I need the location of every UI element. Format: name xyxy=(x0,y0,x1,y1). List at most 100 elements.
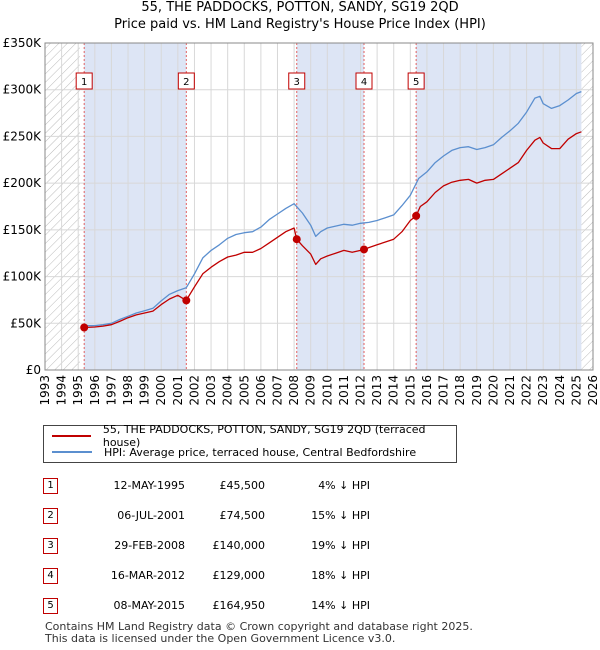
sale-label-box xyxy=(355,72,373,90)
sale-label: 1 xyxy=(81,77,87,88)
x-tick-label: 2011 xyxy=(337,375,351,406)
sale-point xyxy=(292,235,301,244)
series-line xyxy=(84,90,582,327)
x-tick-label: 2026 xyxy=(586,375,600,406)
sale-row: 4 16-MAR-2012 £129,000 18% ↓ HPI xyxy=(0,568,600,586)
x-tick-label: 2017 xyxy=(437,375,451,406)
x-tick-label: 2007 xyxy=(270,375,284,406)
sale-point xyxy=(80,323,89,332)
x-tick-label: 2004 xyxy=(221,375,235,406)
sale-label-box xyxy=(75,72,93,90)
sale-label-box xyxy=(407,72,425,90)
x-tick-label: 2008 xyxy=(287,375,301,406)
x-tick-label: 1997 xyxy=(104,375,118,406)
sale-number-badge: 5 xyxy=(43,598,58,614)
sale-number-badge: 2 xyxy=(43,508,58,524)
legend-swatch-hpi xyxy=(52,451,92,453)
y-tick-label: £300K xyxy=(3,83,43,97)
chart-title: 55, THE PADDOCKS, POTTON, SANDY, SG19 2Q… xyxy=(141,0,459,15)
x-tick-label: 2025 xyxy=(569,375,583,406)
x-tick-label: 2016 xyxy=(420,375,434,406)
y-tick-label: £200K xyxy=(3,176,43,190)
x-tick-label: 1994 xyxy=(55,375,69,406)
legend-swatch-property xyxy=(52,435,91,437)
sale-date: 06-JUL-2001 xyxy=(117,509,185,522)
sale-price: £140,000 xyxy=(212,539,266,552)
y-tick-label: £50K xyxy=(10,316,42,330)
sale-hpi-diff: 18% ↓ HPI xyxy=(311,569,370,582)
sale-label: 3 xyxy=(294,77,300,88)
sale-label-box xyxy=(288,72,306,90)
sale-number-badge: 3 xyxy=(43,538,58,554)
highlight-band xyxy=(416,43,582,370)
x-tick-label: 1993 xyxy=(38,375,52,406)
sale-date: 12-MAY-1995 xyxy=(113,479,185,492)
sale-label: 4 xyxy=(361,77,367,88)
price-chart: 1 2 3 4 5 £0 £50K £100K £150K £200K £250K £300K £35… xyxy=(3,36,600,406)
highlight-band xyxy=(296,43,365,370)
x-tick-label: 2012 xyxy=(354,375,368,406)
x-tick-label: 2018 xyxy=(453,375,467,406)
x-tick-label: 2021 xyxy=(503,375,517,406)
legend-label-property: 55, THE PADDOCKS, POTTON, SANDY, SG19 2Q… xyxy=(102,423,426,449)
sale-hpi-diff: 4% ↓ HPI xyxy=(318,479,370,492)
x-tick-label: 2024 xyxy=(553,375,567,406)
y-tick-label: £350K xyxy=(3,36,43,50)
x-tick-label: 2003 xyxy=(204,375,218,406)
hatched-region xyxy=(45,43,80,370)
x-tick-label: 1998 xyxy=(121,375,135,406)
sale-label: 5 xyxy=(413,77,419,88)
chart-subtitle: Price paid vs. HM Land Registry's House … xyxy=(114,17,486,32)
x-tick-label: 2002 xyxy=(187,375,201,406)
x-tick-label: 2022 xyxy=(520,375,534,406)
sale-price: £164,950 xyxy=(212,599,266,612)
sale-row: 2 06-JUL-2001 £74,500 15% ↓ HPI xyxy=(0,508,600,526)
footer-copyright: Contains HM Land Registry data © Crown c… xyxy=(45,620,473,633)
x-tick-label: 2010 xyxy=(320,375,334,406)
sale-row: 1 12-MAY-1995 £45,500 4% ↓ HPI xyxy=(0,478,600,496)
sale-number-badge: 1 xyxy=(43,478,58,494)
x-tick-label: 2015 xyxy=(403,375,417,406)
chart-legend: 55, THE PADDOCKS, POTTON, SANDY, SG19 2Q… xyxy=(43,423,457,463)
x-tick-label: 2001 xyxy=(171,375,185,406)
x-tick-label: 2000 xyxy=(154,375,168,406)
sale-date: 16-MAR-2012 xyxy=(110,569,185,582)
sale-price: £45,500 xyxy=(219,479,266,492)
legend-item-hpi: HPI: Average price, terraced house, Cent… xyxy=(52,444,416,460)
y-tick-label: £100K xyxy=(3,270,43,284)
sale-point xyxy=(412,211,421,220)
x-tick-label: 2005 xyxy=(237,375,251,406)
sale-label-box xyxy=(177,72,195,90)
sale-hpi-diff: 15% ↓ HPI xyxy=(311,509,370,522)
legend-item-property: 55, THE PADDOCKS, POTTON, SANDY, SG19 2Q… xyxy=(52,423,456,449)
y-tick-label: £150K xyxy=(3,223,43,237)
footer-licence: This data is licensed under the Open Gov… xyxy=(45,632,396,645)
x-tick-label: 2014 xyxy=(387,375,401,406)
x-tick-label: 1996 xyxy=(88,375,102,406)
sale-point xyxy=(182,296,191,305)
plot-frame xyxy=(44,42,594,371)
x-tick-label: 2009 xyxy=(304,375,318,406)
highlight-band xyxy=(84,43,187,370)
sale-label: 2 xyxy=(183,77,189,88)
sale-date: 29-FEB-2008 xyxy=(114,539,185,552)
x-tick-label: 1999 xyxy=(138,375,152,406)
hatched-region xyxy=(581,43,593,370)
sale-number-badge: 4 xyxy=(43,568,58,584)
x-tick-label: 2019 xyxy=(470,375,484,406)
x-tick-label: 2006 xyxy=(254,375,268,406)
x-tick-label: 2013 xyxy=(370,375,384,406)
sale-hpi-diff: 19% ↓ HPI xyxy=(311,539,370,552)
x-tick-label: 2020 xyxy=(486,375,500,406)
series-line xyxy=(84,131,582,329)
legend-label-hpi: HPI: Average price, terraced house, Cent… xyxy=(104,445,417,459)
x-tick-label: 1995 xyxy=(71,375,85,406)
sale-hpi-diff: 14% ↓ HPI xyxy=(311,599,370,612)
sale-price: £129,000 xyxy=(212,569,266,582)
sale-point xyxy=(360,245,369,254)
sale-row: 5 08-MAY-2015 £164,950 14% ↓ HPI xyxy=(0,598,600,616)
sale-row: 3 29-FEB-2008 £140,000 19% ↓ HPI xyxy=(0,538,600,556)
sale-date: 08-MAY-2015 xyxy=(113,599,185,612)
y-tick-label: £0 xyxy=(26,363,41,377)
y-tick-label: £250K xyxy=(3,129,43,143)
